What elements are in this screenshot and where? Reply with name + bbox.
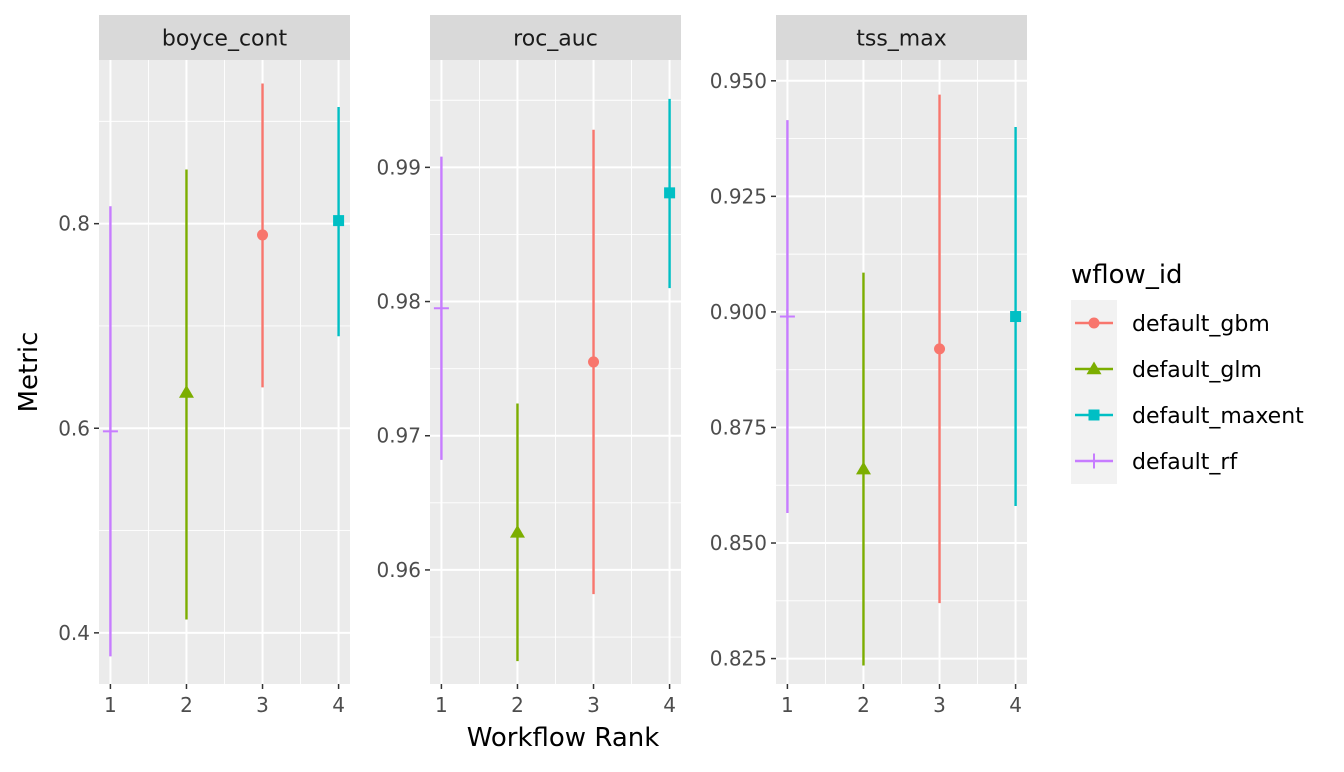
point-default_glm — [855, 461, 871, 475]
point-default_glm — [178, 384, 194, 398]
legend-title: wflow_id — [1071, 260, 1183, 290]
x-tick-label: 1 — [104, 693, 117, 717]
point-default_gbm — [257, 229, 269, 241]
point-default_glm — [509, 524, 525, 538]
x-tick-label: 4 — [1009, 693, 1022, 717]
legend-key-marker — [1086, 361, 1102, 375]
point-default_rf — [779, 309, 795, 325]
x-tick-label: 2 — [511, 693, 524, 717]
y-tick-label: 0.96 — [376, 558, 421, 582]
legend-key-marker — [1086, 453, 1102, 469]
legend-label: default_glm — [1132, 358, 1262, 383]
strip-tss_max — [776, 15, 1027, 60]
legend-item-default_glm: default_glm — [1071, 346, 1262, 392]
legend-item-default_rf: default_rf — [1071, 438, 1238, 484]
point-default_gbm — [934, 343, 946, 355]
legend-key-marker — [1088, 317, 1100, 329]
legend-item-default_maxent: default_maxent — [1071, 392, 1304, 438]
y-tick-label: 0.825 — [710, 647, 767, 671]
panel-roc_auc: roc_auc 0.96 0.97 0.98 0.99 1 2 3 4 — [376, 15, 681, 717]
y-tick-label: 0.925 — [710, 184, 767, 208]
strip-label: tss_max — [856, 27, 946, 52]
x-tick-label: 3 — [587, 693, 600, 717]
x-tick-label: 4 — [332, 693, 345, 717]
y-tick-label: 0.900 — [710, 300, 767, 324]
legend: wflow_id default_gbm default_glm default_ma… — [1071, 260, 1304, 484]
x-tick-label: 3 — [256, 693, 269, 717]
strip-roc_auc — [430, 15, 681, 60]
x-tick-label: 2 — [857, 693, 870, 717]
x-tick-label: 3 — [933, 693, 946, 717]
y-tick-label: 0.850 — [710, 531, 767, 555]
y-tick-label: 0.98 — [376, 290, 421, 314]
legend-label: default_gbm — [1132, 312, 1270, 337]
y-axis-title: Metric — [14, 332, 44, 413]
panel-tss_max: tss_max 0.825 0.850 0.875 0.900 0.925 0.950 1 2 3… — [710, 15, 1027, 717]
point-default_maxent — [664, 187, 676, 199]
y-tick-label: 0.8 — [58, 212, 90, 236]
point-default_rf — [433, 300, 449, 316]
strip-label: roc_auc — [513, 27, 598, 52]
point-default_rf — [102, 423, 118, 439]
legend-label: default_maxent — [1132, 404, 1304, 429]
legend-item-default_gbm: default_gbm — [1071, 300, 1270, 346]
x-axis-title: Workflow Rank — [467, 723, 660, 753]
y-tick-label: 0.950 — [710, 69, 767, 93]
x-tick-label: 4 — [663, 693, 676, 717]
x-tick-label: 2 — [180, 693, 193, 717]
point-default_maxent — [333, 215, 345, 227]
legend-key-marker — [1088, 409, 1100, 421]
strip-boyce_cont — [99, 15, 350, 60]
x-tick-label: 1 — [435, 693, 448, 717]
y-tick-label: 0.97 — [376, 424, 421, 448]
y-tick-label: 0.99 — [376, 155, 421, 179]
y-tick-label: 0.4 — [58, 621, 90, 645]
x-tick-label: 1 — [781, 693, 794, 717]
point-default_gbm — [588, 356, 600, 368]
panel-boyce_cont: boyce_cont 0.4 0.6 0.8 1 2 3 4 — [58, 15, 350, 717]
y-tick-label: 0.875 — [710, 415, 767, 439]
legend-label: default_rf — [1132, 450, 1238, 475]
y-tick-label: 0.6 — [58, 416, 90, 440]
point-default_maxent — [1010, 311, 1022, 323]
strip-label: boyce_cont — [162, 27, 288, 52]
